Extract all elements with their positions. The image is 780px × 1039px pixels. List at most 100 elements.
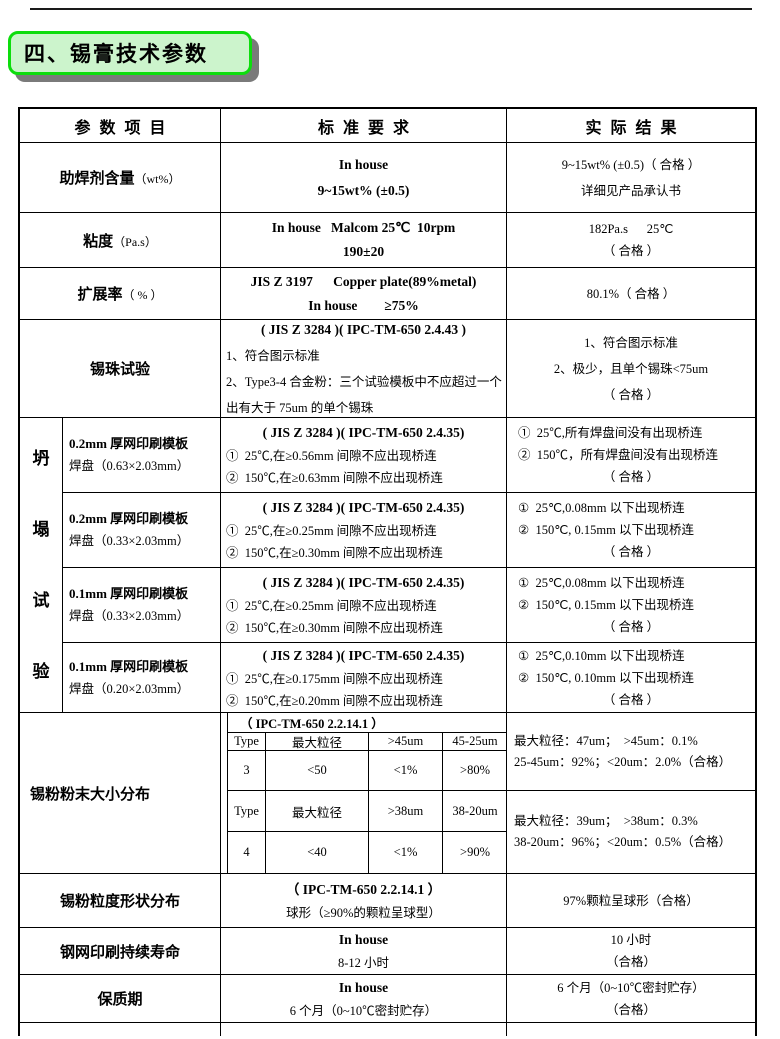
shelf-life-label-cell: 保质期 bbox=[20, 975, 221, 1023]
collapse2-template-cell: 0.2mm 厚网印刷模板 焊盘（0.33×2.03mm） bbox=[63, 493, 221, 568]
flux-result-cell: 9~15wt% (±0.5)（ 合格 ） 详细见产品承认书 bbox=[507, 143, 755, 213]
collapse1-std-line2: ② 150℃,在≥0.63mm 间隙不应出现桥连 bbox=[226, 471, 443, 485]
shelf-life-std-line1: In house bbox=[338, 979, 389, 995]
type3-header-maxsize: 最大粒径 bbox=[266, 733, 369, 751]
header-standard: 标准要求 bbox=[221, 109, 507, 143]
stencil-life-std-line1: In house bbox=[338, 932, 389, 947]
collapse3-template-cell: 0.1mm 厚网印刷模板 焊盘（0.33×2.03mm） bbox=[63, 568, 221, 643]
collapse1-result-cell: ① 25℃,所有焊盘间没有出现桥连 ② 150℃，所有焊盘间没有出现桥连 （ 合… bbox=[507, 418, 755, 493]
powder-size-result-cell: 最大粒径：47um； >45um：0.1% 25-45um：92%；<20um：… bbox=[507, 713, 755, 874]
viscosity-res-line2: （ 合格 ） bbox=[602, 244, 660, 258]
collapse4-template: 0.1mm 厚网印刷模板 bbox=[69, 658, 189, 674]
powder-shape-result-cell: 97%颗粒呈球形（合格） bbox=[507, 874, 755, 928]
collapse-vertical-label: 坍塌试验 bbox=[32, 449, 50, 681]
spread-label-cell: 扩展率（ % ） bbox=[20, 268, 221, 320]
collapse4-res-verdict: （ 合格 ） bbox=[602, 692, 660, 707]
flux-std-line2: 9~15wt% (±0.5) bbox=[317, 182, 410, 198]
collapse2-std-title: ( JIS Z 3284 )( IPC-TM-650 2.4.35) bbox=[262, 500, 465, 515]
spread-std-line2: In house ≥75% bbox=[308, 297, 419, 313]
flux-res-line2: 详细见产品承认书 bbox=[580, 183, 681, 198]
stub-cell-middle bbox=[221, 1023, 507, 1036]
spread-res-line1: 80.1%（ 合格 ） bbox=[586, 286, 676, 301]
type4-res-line2: 38-20um：96%；<20um：0.5%（合格） bbox=[514, 835, 732, 849]
type4-value-range: >90% bbox=[460, 845, 490, 859]
collapse1-standard-cell: ( JIS Z 3284 )( IPC-TM-650 2.4.35) ① 25℃… bbox=[221, 418, 507, 493]
parameters-table: 参数项目 标准要求 实际结果 助焊剂含量（wt%） In house 9~15w… bbox=[18, 107, 757, 1036]
flux-res-line1: 9~15wt% (±0.5)（ 合格 ） bbox=[561, 157, 701, 172]
collapse3-standard-cell: ( JIS Z 3284 )( IPC-TM-650 2.4.35) ① 25℃… bbox=[221, 568, 507, 643]
collapse4-result-cell: ① 25℃,0.10mm 以下出现桥连 ② 150℃, 0.10mm 以下出现桥… bbox=[507, 643, 755, 713]
viscosity-result-cell: 182Pa.s 25℃ （ 合格 ） bbox=[507, 213, 755, 268]
type3-value-gt45: <1% bbox=[369, 751, 443, 791]
collapse4-std-title: ( JIS Z 3284 )( IPC-TM-650 2.4.35) bbox=[262, 647, 465, 663]
type3-header-type: Type bbox=[228, 733, 266, 751]
collapse4-res-line1: ① 25℃,0.10mm 以下出现桥连 bbox=[518, 648, 685, 663]
type3-header-range: 45-25um bbox=[443, 733, 506, 751]
collapse4-template-cell: 0.1mm 厚网印刷模板 焊盘（0.20×2.03mm） bbox=[63, 643, 221, 713]
stencil-life-res-line2: （合格） bbox=[605, 955, 656, 969]
page-title: 四、锡膏技术参数 bbox=[24, 43, 208, 66]
powder-shape-std-line2: 球形（≥90%的颗粒呈球型） bbox=[286, 905, 441, 920]
flux-unit: （wt%） bbox=[134, 172, 181, 186]
viscosity-std-line2: 190±20 bbox=[342, 244, 385, 259]
collapse1-res-line1: ① 25℃,所有焊盘间没有出现桥连 bbox=[518, 426, 703, 440]
flux-label: 助焊剂含量 bbox=[59, 170, 135, 187]
collapse2-std-line1: ① 25℃,在≥0.25mm 间隙不应出现桥连 bbox=[226, 524, 437, 538]
collapse4-pad: 焊盘（0.20×2.03mm） bbox=[69, 681, 190, 696]
collapse1-pad: 焊盘（0.63×2.03mm） bbox=[69, 459, 190, 473]
type4-value-maxsize: <40 bbox=[266, 832, 369, 873]
ball-res-line2: 2、极少，且单个锡珠<75um bbox=[553, 361, 709, 376]
viscosity-label-line: 粘度（Pa.s） bbox=[83, 230, 157, 251]
spread-label: 扩展率 bbox=[77, 286, 123, 303]
viscosity-unit: （Pa.s） bbox=[113, 234, 157, 249]
spread-standard-cell: JIS Z 3197 Copper plate(89%metal) In hou… bbox=[221, 268, 507, 320]
collapse3-std-line1: ① 25℃,在≥0.25mm 间隙不应出现桥连 bbox=[226, 599, 437, 613]
type3-value-maxsize: <50 bbox=[266, 751, 369, 791]
collapse3-res-line2: ② 150℃, 0.15mm 以下出现桥连 bbox=[518, 598, 694, 612]
header-result: 实际结果 bbox=[507, 109, 755, 143]
spread-std-line1: JIS Z 3197 Copper plate(89%metal) bbox=[250, 273, 477, 289]
collapse4-res-line2: ② 150℃, 0.10mm 以下出现桥连 bbox=[518, 670, 694, 685]
ball-std-line1: 1、符合图示标准 bbox=[226, 348, 320, 363]
powder-size-label: 锡粉粉末大小分布 bbox=[30, 785, 151, 803]
type3-res-line1: 最大粒径：47um； >45um：0.1% bbox=[514, 733, 698, 748]
collapse3-template: 0.1mm 厚网印刷模板 bbox=[69, 586, 189, 601]
ball-std-title: ( JIS Z 3284 )( IPC-TM-650 2.4.43 ) bbox=[260, 321, 467, 337]
powder-shape-res-line1: 97%颗粒呈球形（合格） bbox=[563, 893, 699, 908]
ball-res-verdict: （ 合格 ） bbox=[602, 387, 660, 402]
viscosity-std-line1: In house Malcom 25℃ 10rpm bbox=[271, 220, 456, 235]
collapse2-pad: 焊盘（0.33×2.03mm） bbox=[69, 534, 190, 548]
spread-unit: （ % ） bbox=[122, 288, 163, 302]
type4-res-line1: 最大粒径：39um； >38um：0.3% bbox=[514, 814, 698, 828]
flux-label-line: 助焊剂含量（wt%） bbox=[59, 167, 180, 188]
collapse2-standard-cell: ( JIS Z 3284 )( IPC-TM-650 2.4.35) ① 25℃… bbox=[221, 493, 507, 568]
type4-value-type: 4 bbox=[228, 832, 266, 873]
flux-std-line1: In house bbox=[338, 156, 389, 172]
stencil-life-result-cell: 10 小时 （合格） bbox=[507, 928, 755, 975]
stub-cell-right bbox=[507, 1023, 755, 1036]
collapse1-template-cell: 0.2mm 厚网印刷模板 焊盘（0.63×2.03mm） bbox=[63, 418, 221, 493]
page-top-rule bbox=[30, 8, 752, 10]
title-badge: 四、锡膏技术参数 bbox=[8, 31, 252, 75]
type4-header-range: 38-20um bbox=[443, 791, 506, 832]
powder-size-nested-table: （ IPC-TM-650 2.2.14.1 ） Type 最大粒径 >45um … bbox=[227, 713, 506, 873]
shelf-life-std-line2: 6 个月（0~10℃密封贮存） bbox=[289, 1003, 438, 1018]
powder-size-standard-cell: （ IPC-TM-650 2.2.14.1 ） Type 最大粒径 >45um … bbox=[221, 713, 507, 874]
viscosity-label: 粘度 bbox=[83, 232, 114, 250]
collapse3-std-title: ( JIS Z 3284 )( IPC-TM-650 2.4.35) bbox=[262, 575, 465, 590]
powder-shape-std-line1: （ IPC-TM-650 2.2.14.1 ） bbox=[285, 881, 442, 897]
ball-label-cell: 锡珠试验 bbox=[20, 320, 221, 418]
spread-label-line: 扩展率（ % ） bbox=[77, 283, 162, 304]
type3-header-gt45: >45um bbox=[369, 733, 443, 751]
type3-value-type: 3 bbox=[228, 751, 266, 791]
powder-size-ipc-header: （ IPC-TM-650 2.2.14.1 ） bbox=[228, 713, 506, 733]
powder-shape-standard-cell: （ IPC-TM-650 2.2.14.1 ） 球形（≥90%的颗粒呈球型） bbox=[221, 874, 507, 928]
collapse1-res-line2: ② 150℃，所有焊盘间没有出现桥连 bbox=[518, 448, 719, 462]
collapse1-std-title: ( JIS Z 3284 )( IPC-TM-650 2.4.35) bbox=[262, 425, 465, 440]
collapse2-template: 0.2mm 厚网印刷模板 bbox=[69, 511, 189, 526]
type4-header-maxsize: 最大粒径 bbox=[266, 791, 369, 832]
collapse2-std-line2: ② 150℃,在≥0.30mm 间隙不应出现桥连 bbox=[226, 546, 443, 560]
stencil-life-standard-cell: In house 8-12 小时 bbox=[221, 928, 507, 975]
ball-std-line2: 2、Type3-4 合金粉：三个试验模板中不应超过一个出有大于 75um 的单个… bbox=[226, 374, 502, 415]
